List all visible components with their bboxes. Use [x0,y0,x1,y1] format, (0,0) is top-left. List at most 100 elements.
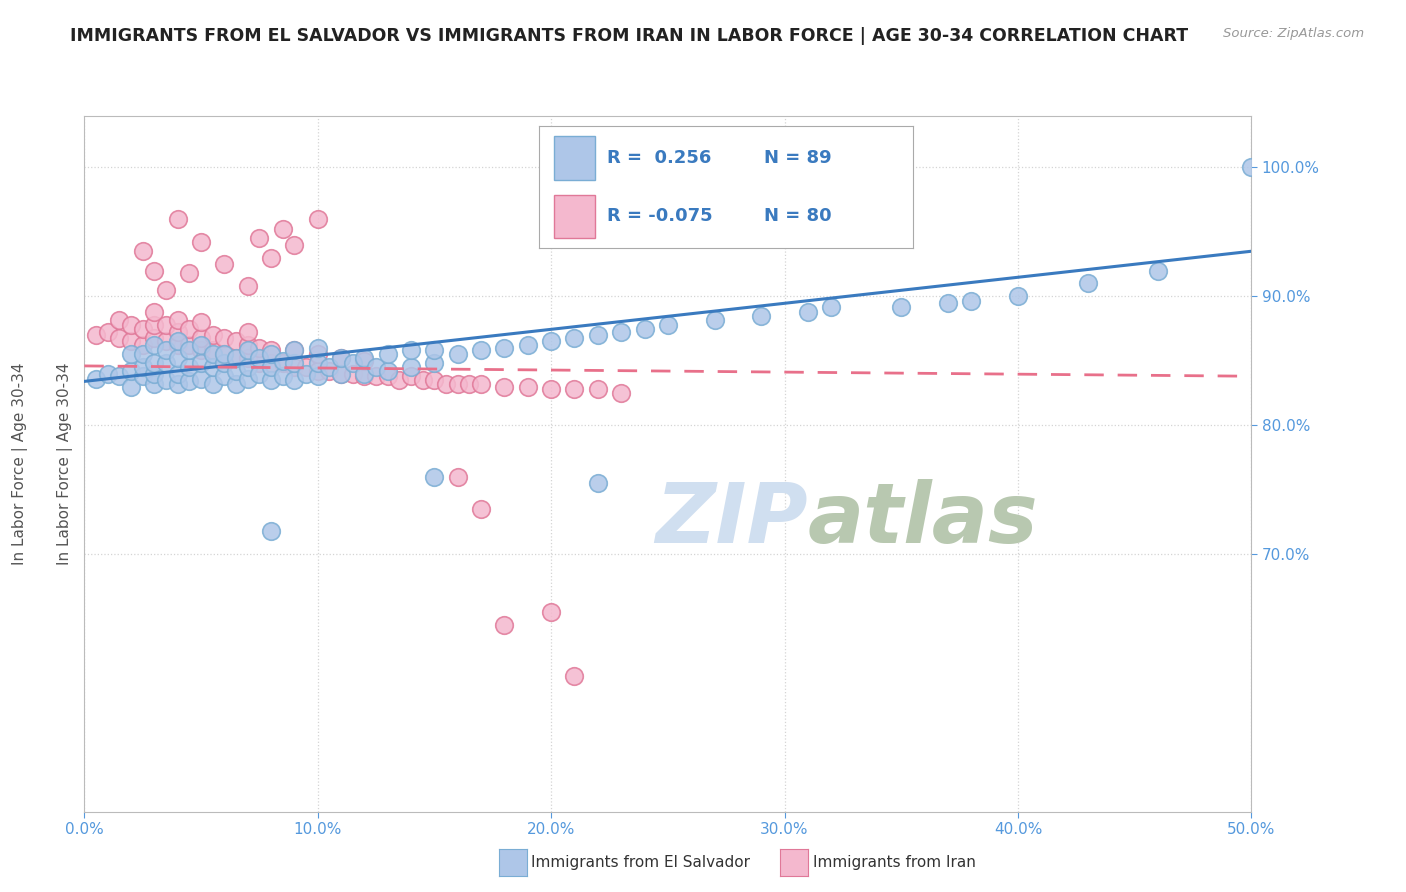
Point [586,328,609,343]
Point [247,351,270,366]
Point [132,338,155,352]
Point [399,343,422,358]
Point [120,334,142,349]
Point [143,305,166,319]
Point [120,347,142,361]
Point [307,364,329,378]
Point [214,330,236,344]
Point [120,318,142,332]
Text: Immigrants from El Salvador: Immigrants from El Salvador [531,855,751,870]
Point [388,373,411,387]
Point [143,367,166,381]
Point [201,360,224,375]
Point [155,334,177,349]
Point [225,364,247,378]
Point [283,343,305,358]
Point [399,369,422,384]
Point [143,338,166,352]
Point [470,343,492,358]
Point [201,328,224,343]
Point [155,343,177,358]
Point [1007,289,1029,303]
Point [236,326,259,340]
Text: atlas: atlas [808,479,1039,560]
Text: Immigrants from Iran: Immigrants from Iran [813,855,976,870]
Point [260,373,283,387]
Point [610,386,633,401]
Y-axis label: In Labor Force | Age 30-34: In Labor Force | Age 30-34 [58,362,73,566]
Point [225,351,247,366]
Point [260,356,283,370]
Point [155,356,177,370]
Point [494,618,516,632]
Point [225,376,247,391]
Point [260,524,283,538]
Point [166,334,188,349]
Point [377,364,399,378]
Point [342,367,364,381]
Point [143,330,166,344]
Point [214,257,236,271]
Point [225,351,247,366]
Point [260,360,283,375]
Point [260,251,283,265]
Point [97,326,120,340]
Point [318,364,340,378]
Point [155,318,177,332]
Point [190,356,212,370]
Point [214,356,236,370]
Point [225,334,247,349]
Point [749,309,772,323]
Point [179,266,201,280]
Point [586,382,609,396]
Point [657,318,679,332]
Point [366,369,388,384]
Point [586,476,609,491]
Point [283,356,305,370]
Point [307,212,329,227]
Text: In Labor Force | Age 30-34: In Labor Force | Age 30-34 [13,362,28,566]
Point [84,372,107,386]
Point [960,294,983,309]
Point [283,373,305,387]
Point [353,367,375,381]
Point [295,360,318,375]
Point [330,367,353,381]
Point [1240,161,1263,175]
Point [423,343,446,358]
Point [936,295,959,310]
Point [890,300,912,314]
Text: ZIP: ZIP [655,479,808,560]
Point [703,312,725,326]
Point [399,360,422,375]
Point [143,376,166,391]
Point [470,376,492,391]
Point [132,347,155,361]
Point [564,669,586,683]
Point [166,326,188,340]
Point [166,312,188,326]
Point [797,305,820,319]
Point [307,369,329,384]
Text: IMMIGRANTS FROM EL SALVADOR VS IMMIGRANTS FROM IRAN IN LABOR FORCE | AGE 30-34 C: IMMIGRANTS FROM EL SALVADOR VS IMMIGRANT… [70,27,1188,45]
Point [179,338,201,352]
Point [166,212,188,227]
Point [190,372,212,386]
Point [540,334,562,349]
Point [318,360,340,375]
Point [633,321,655,335]
Point [820,300,842,314]
Point [84,328,107,343]
Point [247,341,270,355]
Point [330,351,353,366]
Point [330,351,353,366]
Point [179,321,201,335]
Point [447,469,470,483]
Point [190,343,212,358]
Point [97,367,120,381]
Point [236,351,259,366]
Point [307,356,329,370]
Point [564,330,586,344]
Point [201,343,224,358]
Point [190,338,212,352]
